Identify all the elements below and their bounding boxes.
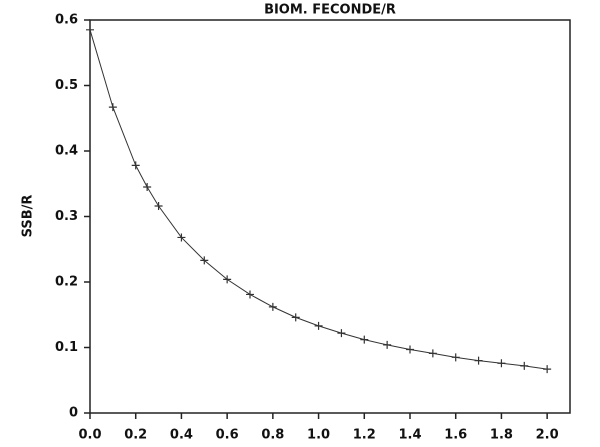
y-tick-label: 0.6 bbox=[55, 13, 78, 28]
y-tick-label: 0 bbox=[69, 406, 78, 421]
x-tick-label: 0.0 bbox=[78, 428, 101, 443]
y-tick-label: 0.5 bbox=[55, 78, 78, 93]
x-tick-label: 0.4 bbox=[170, 428, 193, 443]
data-point bbox=[108, 103, 117, 112]
data-point bbox=[406, 345, 414, 354]
data-point bbox=[291, 313, 300, 322]
chart-title: BIOM. FECONDE/R bbox=[264, 3, 396, 18]
data-point bbox=[223, 275, 232, 284]
y-tick-label: 0.2 bbox=[55, 275, 78, 290]
data-point bbox=[383, 340, 392, 349]
y-axis-label: SSB/R bbox=[21, 195, 36, 238]
plot-frame bbox=[89, 19, 571, 414]
x-tick-label: 1.4 bbox=[398, 428, 421, 443]
data-point bbox=[451, 353, 460, 362]
data-point bbox=[268, 302, 277, 311]
data-point bbox=[154, 202, 163, 211]
y-tick-label: 0.4 bbox=[55, 144, 78, 159]
data-point bbox=[177, 233, 186, 242]
x-tick-label: 0.6 bbox=[216, 428, 239, 443]
data-point bbox=[246, 290, 254, 299]
data-point bbox=[200, 256, 209, 265]
x-tick-label: 2.0 bbox=[536, 428, 559, 443]
data-point bbox=[497, 359, 506, 368]
data-point bbox=[474, 356, 483, 365]
data-point bbox=[143, 183, 152, 192]
data-line bbox=[89, 29, 548, 370]
x-tick-label: 1.2 bbox=[353, 428, 376, 443]
data-point bbox=[520, 361, 529, 370]
data-point bbox=[543, 365, 552, 374]
y-tick-label: 0.1 bbox=[55, 340, 78, 355]
data-point bbox=[131, 161, 140, 170]
data-point bbox=[314, 321, 323, 330]
data-point bbox=[428, 349, 437, 358]
x-tick-label: 1.8 bbox=[490, 428, 513, 443]
x-tick-label: 0.2 bbox=[124, 428, 147, 443]
data-point bbox=[360, 335, 369, 344]
y-tick-label: 0.3 bbox=[55, 209, 78, 224]
x-tick-label: 0.8 bbox=[261, 428, 284, 443]
data-point bbox=[86, 25, 94, 34]
x-tick-label: 1.6 bbox=[444, 428, 467, 443]
x-tick-label: 1.0 bbox=[307, 428, 330, 443]
data-point bbox=[337, 329, 346, 338]
